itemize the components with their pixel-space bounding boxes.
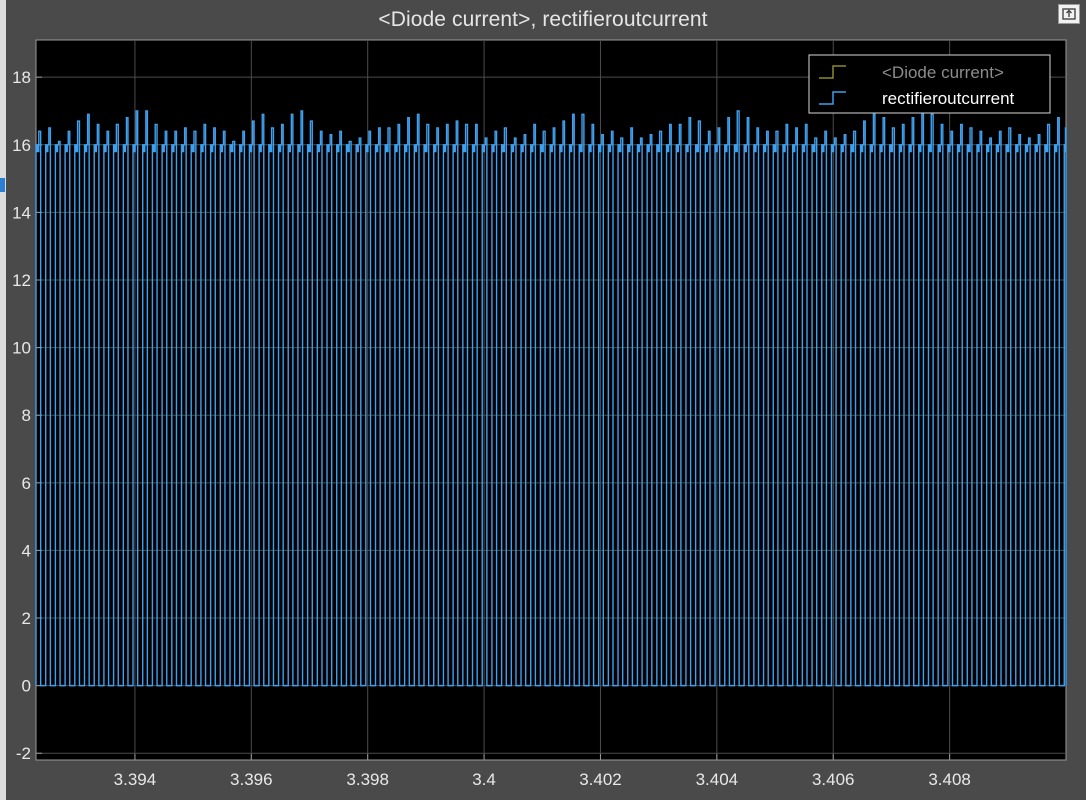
y-tick-label: 14 xyxy=(12,203,31,222)
y-tick-label: 4 xyxy=(22,541,31,560)
y-tick-label: 12 xyxy=(12,271,31,290)
undock-button[interactable] xyxy=(1058,4,1080,24)
y-tick-label: 6 xyxy=(22,474,31,493)
y-tick-label: -2 xyxy=(16,744,31,763)
left-edge-strip xyxy=(0,0,6,800)
plot-title: <Diode current>, rectifieroutcurrent xyxy=(378,8,708,31)
y-tick-label: 8 xyxy=(22,406,31,425)
x-tick-label: 3.396 xyxy=(230,770,273,789)
x-tick-label: 3.408 xyxy=(928,770,971,789)
left-edge-marker xyxy=(0,178,5,192)
y-tick-label: 0 xyxy=(22,677,31,696)
x-tick-label: 3.402 xyxy=(579,770,622,789)
x-tick-label: 3.404 xyxy=(696,770,739,789)
x-tick-label: 3.4 xyxy=(472,770,496,789)
y-tick-label: 18 xyxy=(12,68,31,87)
legend-swatch xyxy=(819,65,846,79)
x-tick-label: 3.394 xyxy=(114,770,157,789)
legend-entry-label: rectifieroutcurrent xyxy=(882,89,1015,108)
legend xyxy=(808,54,1051,114)
x-tick-label: 3.398 xyxy=(346,770,389,789)
y-tick-label: 10 xyxy=(12,339,31,358)
x-tick-label: 3.406 xyxy=(812,770,855,789)
y-tick-label: 16 xyxy=(12,136,31,155)
series-line-rectifieroutcurrent[interactable] xyxy=(35,110,1067,687)
undock-icon xyxy=(1062,8,1076,20)
y-tick-label: 2 xyxy=(22,609,31,628)
legend-swatch xyxy=(819,91,846,105)
legend-entry-label: <Diode current> xyxy=(882,63,1004,82)
